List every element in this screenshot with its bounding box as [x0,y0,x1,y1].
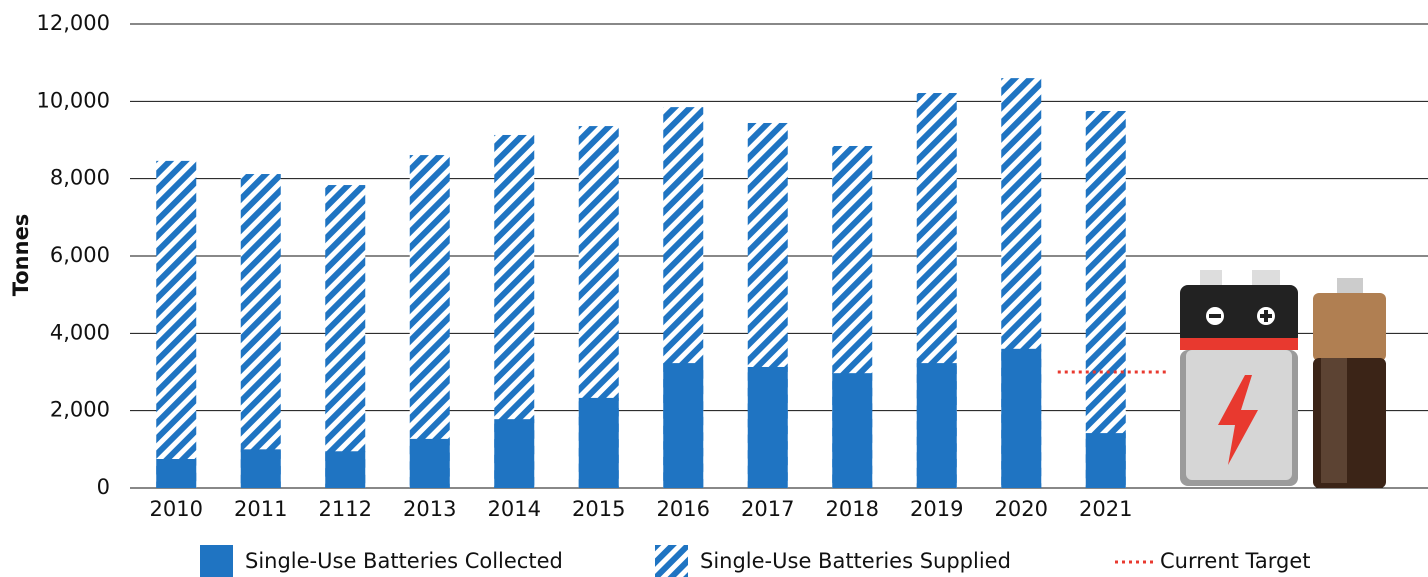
battery-aa [1313,278,1386,488]
legend-label: Single-Use Batteries Collected [245,549,563,573]
collected-bar [156,459,196,488]
collected-bar [748,367,788,488]
y-tick-label: 6,000 [50,243,110,267]
x-tick-label: 2017 [741,497,794,521]
y-tick-label: 12,000 [37,11,110,35]
y-tick-label: 0 [97,475,110,499]
collected-bar [325,451,365,488]
x-tick-label: 2021 [1079,497,1132,521]
x-tick-label: 2019 [910,497,963,521]
legend: Single-Use Batteries Collected Single-Us… [200,545,1311,577]
supplied-bar [410,155,450,488]
x-tick-label: 2018 [826,497,879,521]
collected-bar [494,419,534,488]
y-tick-label: 8,000 [50,166,110,190]
battery-9v [1180,270,1298,486]
x-tick-label: 2016 [657,497,710,521]
y-tick-label: 10,000 [37,88,110,112]
x-tick-label: 2011 [234,497,287,521]
collected-bar [241,449,281,488]
x-tick-label: 2020 [995,497,1048,521]
x-tick-label: 2015 [572,497,625,521]
supplied-bar [156,161,196,488]
y-axis-title: Tonnes [9,214,33,297]
chart: Tonnes 0 2,000 4,000 6,000 8,000 10,000 12,000… [0,0,1428,577]
y-tick-label: 4,000 [50,320,110,344]
x-tick-label: 2010 [150,497,203,521]
legend-swatch [200,545,233,577]
supplied-bar [1086,111,1126,488]
legend-label: Current Target [1160,549,1311,573]
collected-bar [1086,433,1126,488]
legend-swatch [655,545,688,577]
collected-bar [579,398,619,488]
supplied-bar [241,174,281,488]
collected-bar [832,373,872,488]
x-tick-label: 2014 [488,497,541,521]
collected-bar [1001,349,1041,488]
x-tick-label: 2112 [319,497,372,521]
collected-bar [410,439,450,488]
supplied-bar [325,185,365,488]
x-tick-label: 2013 [403,497,456,521]
collected-bar [917,363,957,488]
y-tick-label: 2,000 [50,398,110,422]
collected-bar [663,363,703,488]
legend-label: Single-Use Batteries Supplied [700,549,1011,573]
